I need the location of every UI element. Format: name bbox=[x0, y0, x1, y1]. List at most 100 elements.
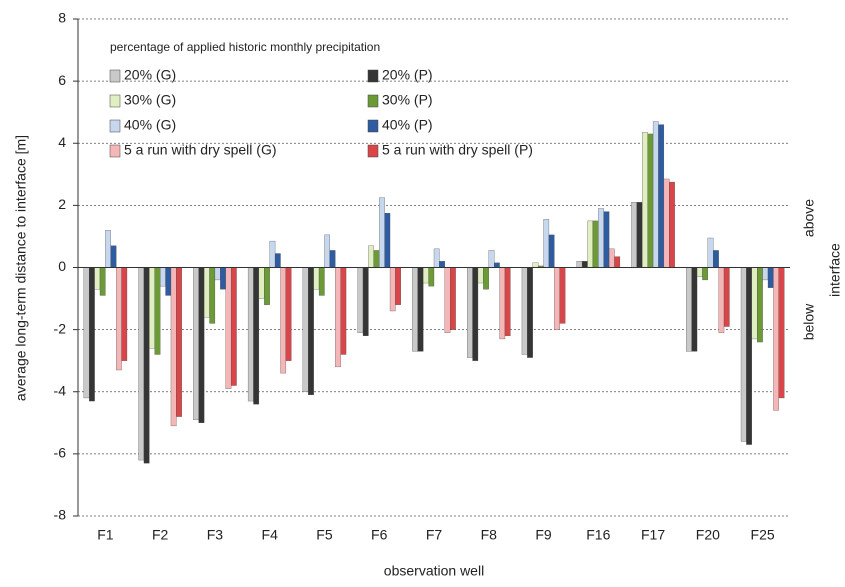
x-tick-label: F17 bbox=[641, 527, 665, 543]
bar bbox=[746, 267, 752, 445]
legend-swatch bbox=[367, 144, 379, 158]
bar bbox=[433, 248, 440, 268]
bar bbox=[313, 267, 320, 290]
y-tick-label: -6 bbox=[54, 445, 67, 461]
bar bbox=[488, 250, 495, 268]
bar bbox=[302, 267, 309, 392]
legend-label: 20% (P) bbox=[382, 67, 433, 83]
bar bbox=[608, 248, 615, 268]
bar bbox=[230, 267, 237, 386]
bar bbox=[110, 245, 117, 268]
bar bbox=[203, 267, 210, 318]
bar bbox=[423, 267, 429, 284]
y-tick-label: -4 bbox=[54, 382, 67, 398]
bar bbox=[691, 267, 698, 352]
bar bbox=[548, 234, 555, 268]
bar bbox=[702, 267, 708, 281]
bar bbox=[160, 267, 166, 287]
legend-swatch bbox=[109, 94, 121, 108]
bar bbox=[439, 261, 445, 268]
bar bbox=[707, 237, 714, 268]
bar bbox=[335, 267, 341, 368]
legend-title: percentage of applied historic monthly p… bbox=[110, 40, 380, 54]
x-tick-label: F6 bbox=[371, 527, 388, 543]
y-tick-label: -8 bbox=[54, 507, 67, 523]
bar bbox=[83, 267, 90, 399]
bar bbox=[389, 267, 396, 312]
bar bbox=[723, 267, 730, 327]
bar bbox=[225, 267, 232, 389]
bar bbox=[636, 202, 643, 268]
bar bbox=[663, 178, 670, 268]
bar bbox=[504, 267, 511, 336]
bar bbox=[269, 240, 276, 268]
bar bbox=[89, 267, 95, 402]
bar bbox=[740, 267, 747, 442]
bar bbox=[686, 267, 692, 352]
bar bbox=[527, 267, 533, 358]
bar bbox=[576, 261, 583, 268]
bar bbox=[696, 267, 703, 277]
x-tick-label: F1 bbox=[97, 527, 114, 543]
legend-label: 5 a run with dry spell (G) bbox=[124, 142, 277, 158]
bar bbox=[614, 256, 621, 268]
legend-label: 30% (G) bbox=[124, 92, 176, 108]
bar bbox=[559, 267, 566, 324]
bar bbox=[99, 267, 106, 296]
y-axis-label: average long-term distance to interface … bbox=[13, 135, 29, 401]
bar bbox=[121, 267, 128, 361]
bar bbox=[220, 267, 226, 290]
x-tick-label: F3 bbox=[207, 527, 224, 543]
bar bbox=[669, 181, 675, 268]
y-tick-label: 4 bbox=[58, 134, 66, 150]
bar bbox=[116, 267, 122, 371]
x-tick-label: F2 bbox=[152, 527, 169, 543]
bar bbox=[170, 267, 177, 427]
bar bbox=[603, 211, 610, 268]
bar bbox=[592, 220, 599, 268]
bar bbox=[214, 267, 221, 281]
bar bbox=[318, 267, 325, 296]
bar bbox=[647, 133, 654, 268]
bar bbox=[598, 208, 604, 268]
bar bbox=[762, 267, 769, 281]
bar bbox=[499, 267, 506, 340]
bar bbox=[658, 124, 665, 268]
x-tick-label: F16 bbox=[586, 527, 610, 543]
bar bbox=[757, 267, 763, 343]
bar bbox=[417, 267, 424, 352]
bar bbox=[631, 202, 638, 268]
bar bbox=[581, 261, 588, 268]
bar bbox=[718, 267, 725, 333]
y-tick-label: -2 bbox=[54, 320, 67, 336]
bar bbox=[587, 220, 594, 268]
bar bbox=[154, 267, 161, 355]
bar bbox=[642, 132, 648, 268]
bar bbox=[340, 267, 347, 355]
bar bbox=[384, 212, 391, 268]
legend-swatch bbox=[367, 94, 379, 108]
y-tick-label: 0 bbox=[58, 258, 66, 274]
bar bbox=[280, 267, 287, 374]
bar bbox=[143, 267, 150, 464]
x-tick-label: F5 bbox=[316, 527, 333, 543]
bar bbox=[477, 267, 484, 284]
bar bbox=[368, 245, 374, 268]
bar bbox=[308, 267, 314, 396]
bar bbox=[467, 267, 473, 358]
legend-label: 30% (P) bbox=[382, 92, 433, 108]
bar bbox=[483, 267, 489, 290]
legend-swatch bbox=[109, 144, 121, 158]
y-tick-label: 8 bbox=[58, 10, 66, 26]
side-label: interface bbox=[827, 243, 843, 297]
bar bbox=[193, 267, 199, 420]
bar bbox=[713, 250, 719, 268]
legend-swatch bbox=[367, 69, 379, 83]
bar bbox=[428, 267, 435, 287]
x-axis-label: observation well bbox=[384, 563, 484, 579]
bar bbox=[209, 267, 216, 324]
bar bbox=[324, 234, 331, 268]
side-label: above bbox=[801, 199, 817, 237]
bar bbox=[105, 230, 111, 268]
